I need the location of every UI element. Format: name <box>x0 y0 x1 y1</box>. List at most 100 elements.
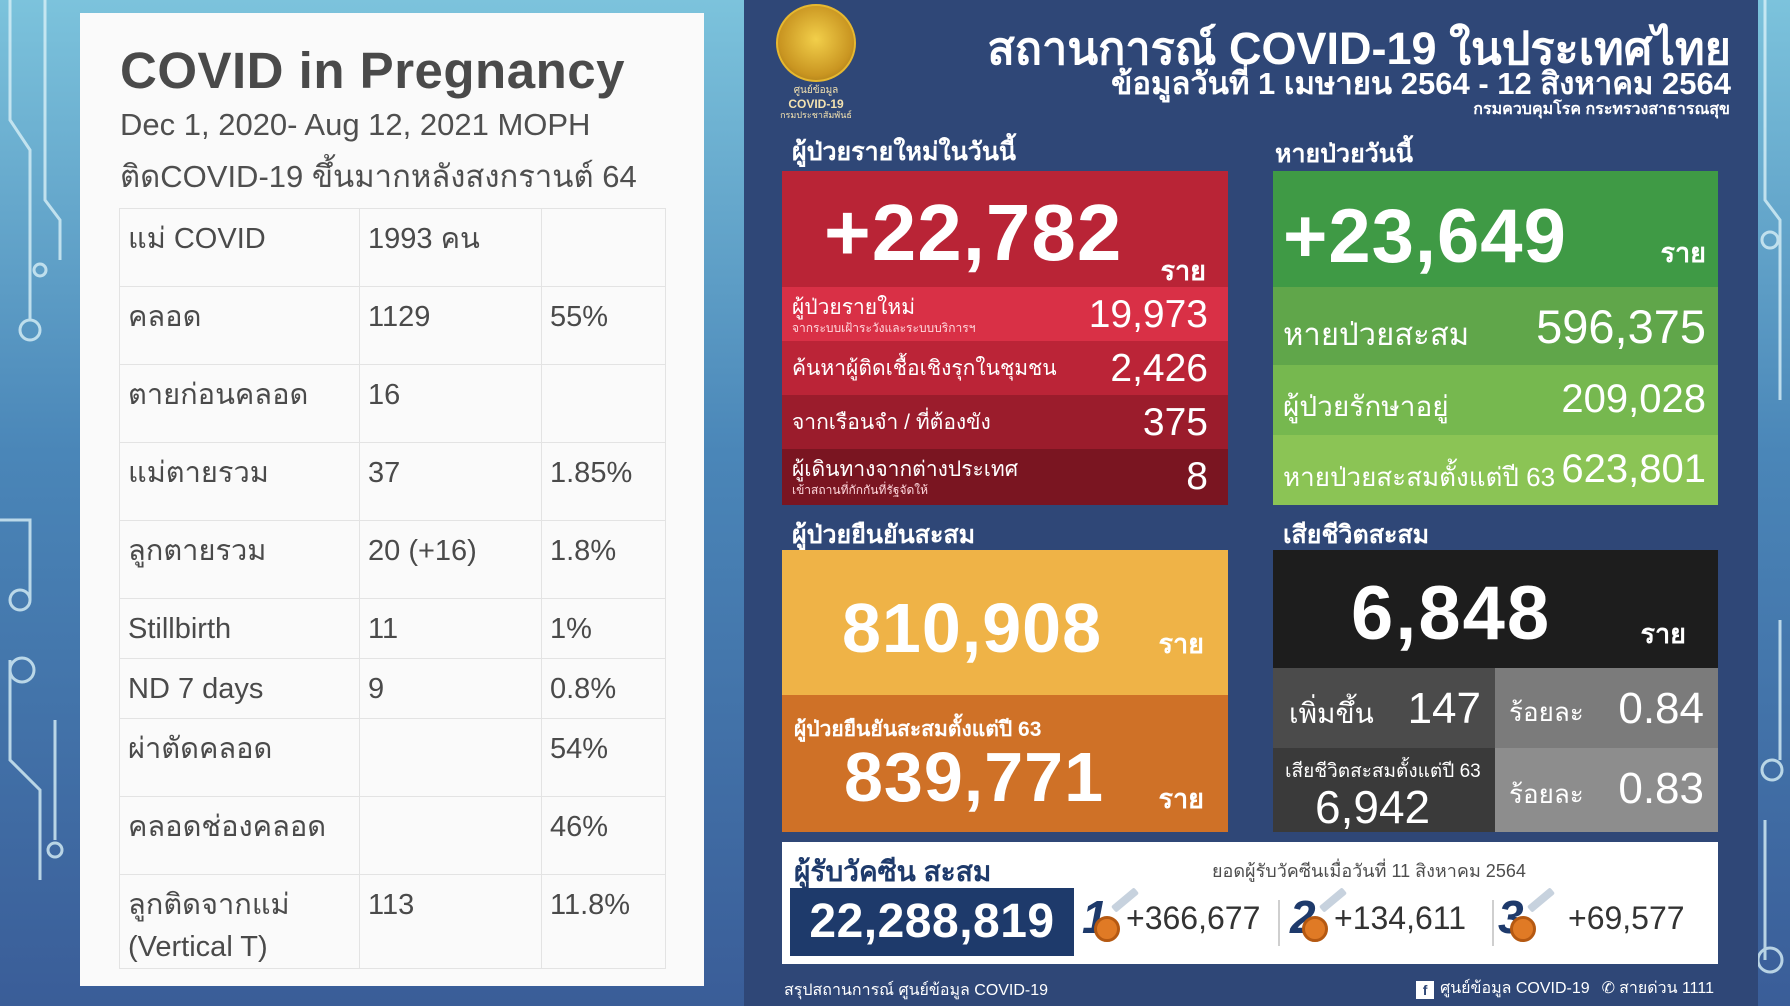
unit-label: ราย <box>1158 784 1204 814</box>
row-value: 8 <box>1186 455 1208 498</box>
row-percent: 54% <box>541 718 666 797</box>
row-label: ND 7 days <box>119 658 360 719</box>
row-value: 2,426 <box>1110 347 1208 390</box>
row-label: คลอด <box>119 286 360 365</box>
facebook-icon: f <box>1416 981 1435 999</box>
row-label: ผู้ป่วยรักษาอยู่ <box>1283 391 1449 422</box>
unit-label: ราย <box>1660 238 1706 268</box>
confirmed-since-box: ผู้ป่วยยืนยันสะสมตั้งแต่ปี 63 839,771 รา… <box>782 695 1228 832</box>
recovered-block: +23,649 ราย หายป่วยสะสม 596,375 ผู้ป่วยร… <box>1273 171 1718 505</box>
row-value: 19,973 <box>1088 293 1208 336</box>
confirmed-total-box: 810,908 ราย <box>782 550 1228 695</box>
deaths-increase-cell: เพิ่มขึ้น 147 <box>1273 668 1495 748</box>
row-value: 113 <box>359 873 542 970</box>
row-percent <box>541 364 666 443</box>
footer-right: f ศูนย์ข้อมูล COVID-19 ✆ สายด่วน 1111 <box>1416 976 1714 1001</box>
row-value: 20 (+16) <box>359 520 542 599</box>
row-value: 16 <box>359 364 542 443</box>
row-value: 209,028 <box>1561 377 1706 421</box>
row-value: 1993 คน <box>359 208 542 287</box>
deaths-since-label: เสียชีวิตสะสมตั้งแต่ปี 63 <box>1285 761 1481 782</box>
virus-icon <box>1302 916 1328 942</box>
table-row: ลูกติดจากแม่ (Vertical T) 113 11.8% <box>119 873 666 970</box>
row-label: คลอดช่องคลอด <box>119 796 360 875</box>
new-cases-row: ผู้ป่วยรายใหม่ จากระบบเฝ้าระวังและระบบบร… <box>782 287 1228 341</box>
government-emblem-icon <box>776 4 856 82</box>
row-label: จากเรือนจำ / ที่ต้องขัง <box>792 411 991 434</box>
row-label: หายป่วยสะสม <box>1283 317 1470 352</box>
row-value: 37 <box>359 442 542 521</box>
pregnancy-title: COVID in Pregnancy <box>120 42 625 99</box>
new-cases-row: จากเรือนจำ / ที่ต้องขัง 375 <box>782 395 1228 449</box>
deaths-percent-label: ร้อยละ <box>1509 697 1584 727</box>
row-sublabel: เข้าสถานที่กักกันที่รัฐจัดให้ <box>792 483 929 497</box>
new-cases-total: +22,782 <box>824 188 1123 277</box>
footer-facebook: ศูนย์ข้อมูล COVID-19 <box>1440 980 1590 997</box>
deaths-percent-value: 0.84 <box>1618 684 1704 733</box>
row-percent: 1.8% <box>541 520 666 599</box>
row-label: ผู้เดินทางจากต่างประเทศ <box>792 458 1019 481</box>
table-row: คลอดช่องคลอด 46% <box>119 796 666 875</box>
footer-hotline: สายด่วน 1111 <box>1619 980 1714 997</box>
row-percent <box>541 208 666 287</box>
table-row: ลูกตายรวม 20 (+16) 1.8% <box>119 520 666 599</box>
row-percent: 1% <box>541 598 666 659</box>
table-row: Stillbirth 11 1% <box>119 598 666 659</box>
deaths-since-percent-value: 0.83 <box>1618 764 1704 813</box>
recovered-row: หายป่วยสะสมตั้งแต่ปี 63 623,801 <box>1273 435 1718 505</box>
recovered-total: +23,649 <box>1283 194 1567 279</box>
table-row: แม่ตายรวม 37 1.85% <box>119 442 666 521</box>
virus-icon <box>1510 916 1536 942</box>
emblem-caption: ศูนย์ข้อมูล <box>793 85 839 96</box>
dose-3: 3 +69,577 <box>1498 886 1708 958</box>
recovered-label: หายป่วยวันนี้ <box>1275 140 1413 168</box>
row-label: หายป่วยสะสมตั้งแต่ปี 63 <box>1283 462 1556 492</box>
table-row: ตายก่อนคลอด 16 <box>119 364 666 443</box>
row-label: ตายก่อนคลอด <box>119 364 360 443</box>
row-percent: 1.85% <box>541 442 666 521</box>
row-value <box>359 796 542 875</box>
row-value: 623,801 <box>1561 447 1706 491</box>
row-value: 11 <box>359 598 542 659</box>
emblem-caption: กรมประชาสัมพันธ์ <box>780 110 852 120</box>
deaths-total-box: 6,848 ราย <box>1273 550 1718 668</box>
deaths-since-cell: เสียชีวิตสะสมตั้งแต่ปี 63 6,942 <box>1273 748 1495 833</box>
row-label: ค้นหาผู้ติดเชื้อเชิงรุกในชุมชน <box>792 357 1057 380</box>
row-value: 9 <box>359 658 542 719</box>
new-cases-total-box: +22,782 ราย <box>782 171 1228 287</box>
row-label: ลูกติดจากแม่ (Vertical T) <box>119 873 360 970</box>
confirmed-since-total: 839,771 <box>844 738 1105 816</box>
deaths-percent-cell: ร้อยละ 0.84 <box>1495 668 1718 748</box>
row-value <box>359 718 542 797</box>
confirmed-block: 810,908 ราย ผู้ป่วยยืนยันสะสมตั้งแต่ปี 6… <box>782 550 1228 832</box>
deaths-increase-value: 147 <box>1407 684 1481 733</box>
deaths-increase-label: เพิ่มขึ้น <box>1289 698 1374 729</box>
new-cases-block: +22,782 ราย ผู้ป่วยรายใหม่ จากระบบเฝ้าระ… <box>782 171 1228 505</box>
deaths-since-percent-label: ร้อยละ <box>1509 779 1584 809</box>
row-percent: 55% <box>541 286 666 365</box>
footer-left: สรุปสถานการณ์ ศูนย์ข้อมูล COVID-19 <box>784 982 1049 999</box>
unit-label: ราย <box>1160 256 1206 286</box>
phone-icon: ✆ <box>1601 980 1616 997</box>
new-cases-row: ค้นหาผู้ติดเชื้อเชิงรุกในชุมชน 2,426 <box>782 341 1228 395</box>
virus-icon <box>1094 916 1120 942</box>
confirmed-total: 810,908 <box>842 589 1103 667</box>
deaths-total: 6,848 <box>1351 571 1552 656</box>
recovered-row: ผู้ป่วยรักษาอยู่ 209,028 <box>1273 365 1718 435</box>
new-cases-row: ผู้เดินทางจากต่างประเทศ เข้าสถานที่กักกั… <box>782 449 1228 505</box>
new-cases-label: ผู้ป่วยรายใหม่ในวันนี้ <box>792 138 1016 166</box>
vaccine-label: ผู้รับวัคซีน สะสม <box>794 856 992 887</box>
row-label: แม่ COVID <box>119 208 360 287</box>
table-row: ผ่าตัดคลอด 54% <box>119 718 666 797</box>
dose-value: +69,577 <box>1568 900 1685 936</box>
emblem-caption: COVID-19 <box>788 97 844 111</box>
row-percent: 0.8% <box>541 658 666 719</box>
vaccine-note: ยอดผู้รับวัคซีนเมื่อวันที่ 11 สิงหาคม 25… <box>1212 861 1526 881</box>
dose-value: +134,611 <box>1334 900 1466 936</box>
row-label-line2: (Vertical T) <box>128 931 268 964</box>
vaccine-total: 22,288,819 <box>790 888 1074 956</box>
panel-source: กรมควบคุมโรค กระทรวงสาธารณสุข <box>1473 101 1730 118</box>
dose-value: +366,677 <box>1126 900 1261 936</box>
pregnancy-table: แม่ COVID 1993 คน คลอด 1129 55% ตายก่อนค… <box>119 208 666 970</box>
